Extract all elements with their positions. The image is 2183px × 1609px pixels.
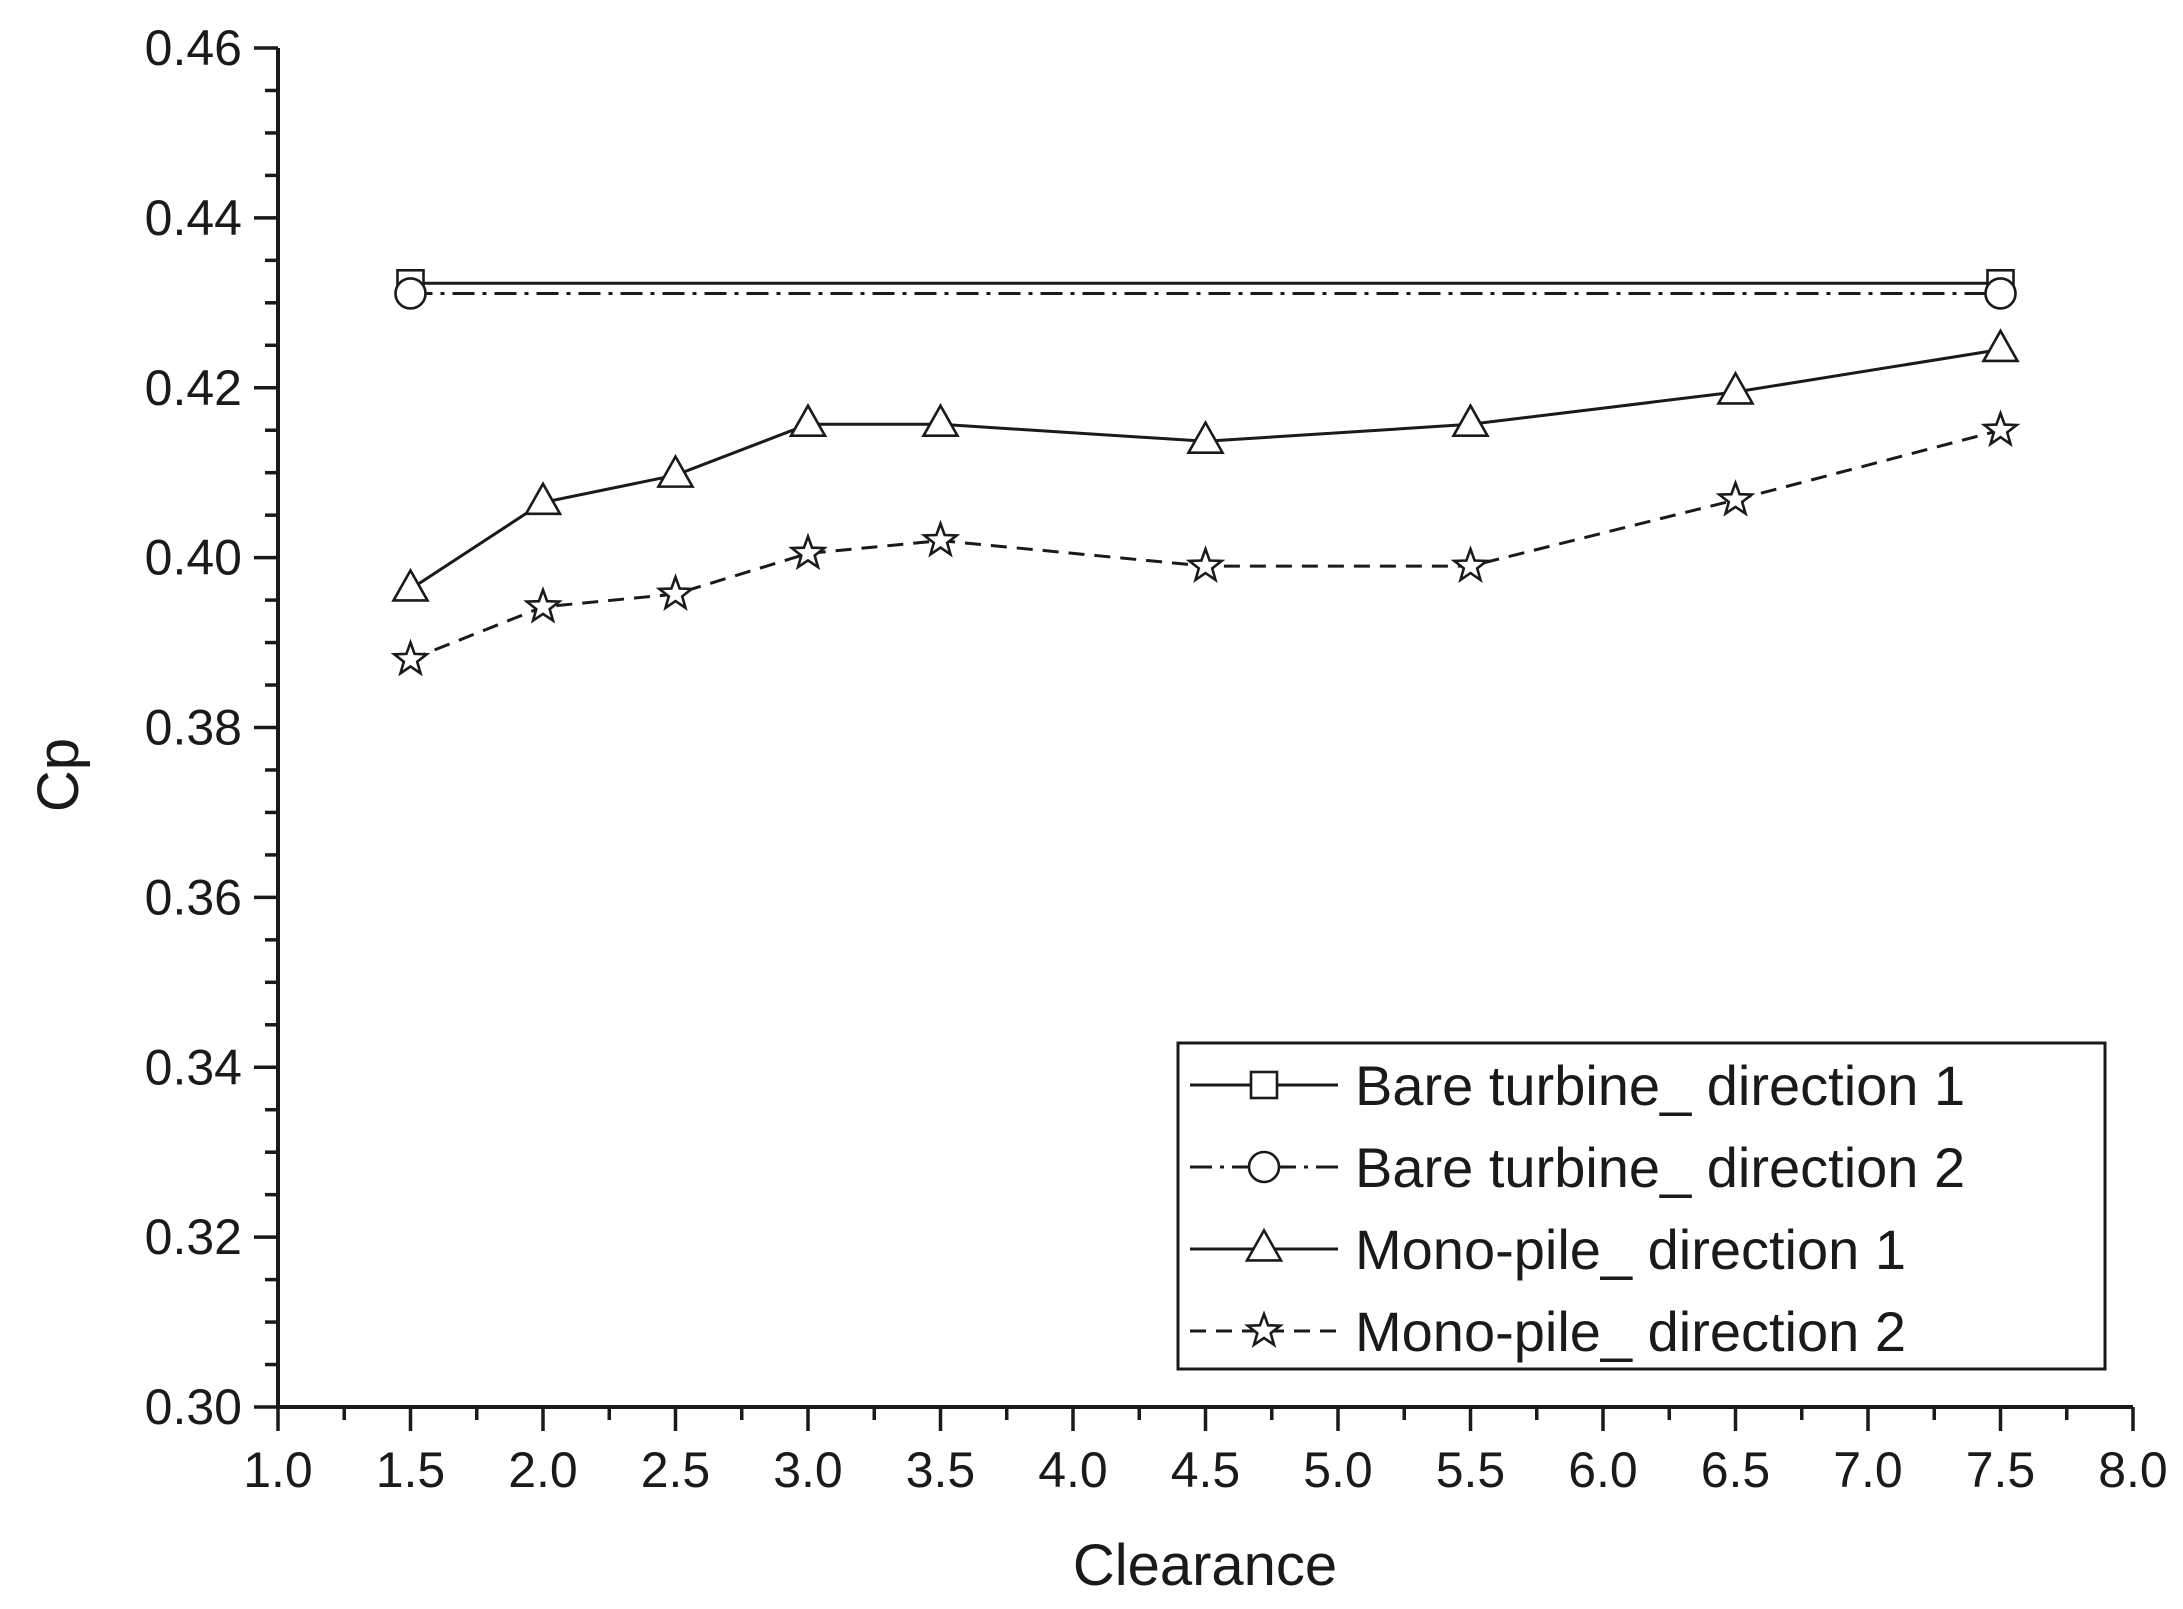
x-tick-label: 5.0 (1303, 1442, 1373, 1498)
data-point (523, 481, 563, 516)
legend: Bare turbine_ direction 1 Bare turbine_ d… (1176, 1041, 2107, 1371)
data-point (1980, 409, 2021, 448)
y-tick-label: 0.32 (145, 1209, 242, 1265)
data-point (920, 519, 961, 558)
data-point (1716, 370, 1755, 405)
data-point (1185, 545, 1226, 583)
x-tick-label: 2.5 (641, 1442, 711, 1498)
y-tick-label: 0.42 (145, 360, 242, 416)
legend-marker (1244, 1227, 1284, 1262)
y-tick-label: 0.36 (145, 869, 242, 925)
y-ticks: 0.30 0.32 0.34 0.36 0.38 0.40 0.42 0.44 0.46 (145, 20, 278, 1435)
y-tick-label: 0.44 (145, 190, 242, 246)
x-tick-label: 3.5 (906, 1442, 976, 1498)
y-tick-label: 0.40 (145, 530, 242, 586)
data-point (1715, 479, 1756, 517)
data-point (394, 277, 427, 310)
y-tick-label: 0.30 (145, 1379, 242, 1435)
series-2 (394, 277, 2017, 310)
data-point (656, 453, 695, 488)
x-tick-label: 6.5 (1701, 1442, 1771, 1498)
x-tick-label: 7.0 (1833, 1442, 1903, 1498)
x-tick-label: 2.0 (508, 1442, 578, 1498)
legend-label: Mono-pile_ direction 2 (1355, 1300, 1906, 1363)
legend-entry: Mono-pile_ direction 1 (1190, 1218, 1906, 1281)
x-tick-label: 4.5 (1171, 1442, 1241, 1498)
legend-label: Mono-pile_ direction 1 (1355, 1218, 1906, 1281)
series-line (409, 428, 2001, 661)
data-point (1186, 420, 1225, 454)
x-axis-label: Clearance (1073, 1533, 1337, 1598)
legend-box (1176, 1041, 2107, 1371)
x-tick-label: 7.5 (1966, 1442, 2036, 1498)
data-point (788, 532, 828, 571)
data-point (1450, 545, 1491, 583)
legend-entry: Bare turbine_ direction 1 (1190, 1054, 1965, 1117)
data-point (655, 573, 696, 611)
x-tick-label: 5.5 (1436, 1442, 1506, 1498)
legend-marker (1244, 1310, 1284, 1348)
x-tick-label: 8.0 (2098, 1442, 2168, 1498)
series-3 (391, 328, 2020, 602)
legend-label: Bare turbine_ direction 2 (1355, 1136, 1965, 1199)
y-tick-label: 0.46 (145, 20, 242, 76)
data-point (1984, 277, 2017, 310)
x-tick-label: 1.5 (376, 1442, 446, 1498)
legend-label: Bare turbine_ direction 1 (1355, 1054, 1965, 1117)
data-point (1981, 328, 2020, 363)
data-point (390, 638, 431, 677)
series-4 (390, 409, 2021, 677)
y-tick-label: 0.34 (145, 1039, 242, 1095)
data-point (523, 586, 563, 624)
series-layer (390, 268, 2021, 677)
x-tick-label: 1.0 (243, 1442, 313, 1498)
data-point (1451, 403, 1490, 437)
y-axis-label: Cp (26, 738, 91, 812)
data-point (921, 403, 960, 437)
legend-entry: Mono-pile_ direction 2 (1190, 1300, 1906, 1363)
x-ticks: 1.0 1.5 2.0 2.5 3.0 3.5 4.0 4.5 5.0 5.5 6.0 6.5 7.0 7… (243, 1407, 2168, 1498)
legend-marker (1249, 1070, 1279, 1100)
legend-marker (1247, 1150, 1281, 1184)
y-tick-label: 0.38 (145, 700, 242, 756)
data-point (391, 567, 430, 602)
x-tick-label: 6.0 (1568, 1442, 1638, 1498)
data-point (788, 403, 828, 437)
legend-entry: Bare turbine_ direction 2 (1190, 1136, 1965, 1199)
x-tick-label: 4.0 (1038, 1442, 1108, 1498)
x-tick-label: 3.0 (773, 1442, 843, 1498)
